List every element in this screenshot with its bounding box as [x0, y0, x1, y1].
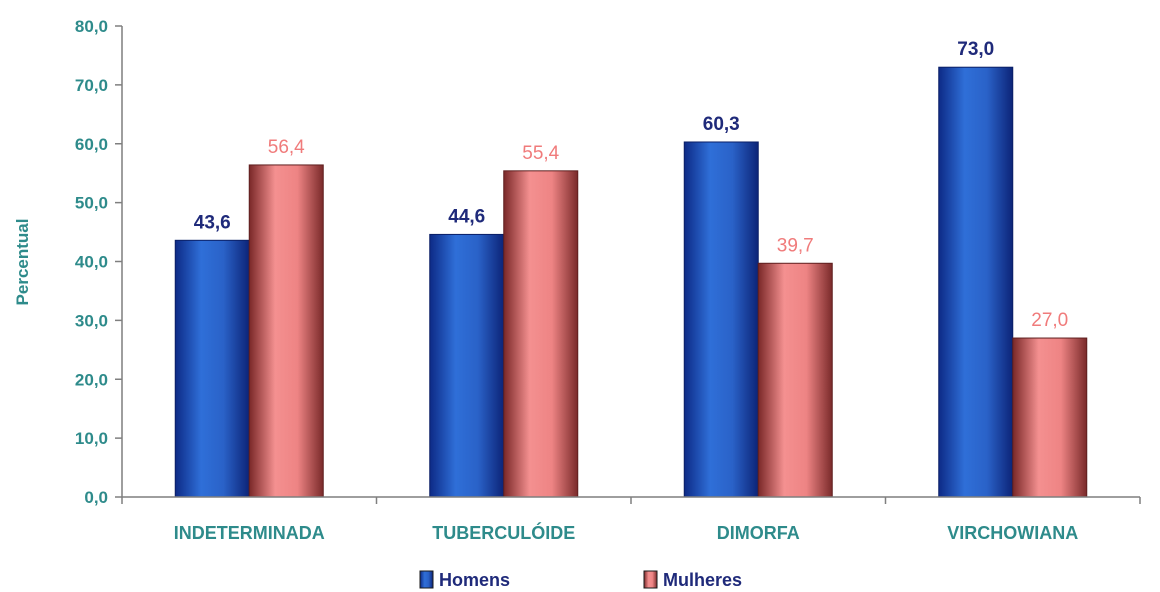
- y-axis: 0,0 10,0 20,0 30,0 40,0 50,0 60,0 70,0 80,0: [75, 17, 123, 507]
- data-label: 56,4: [268, 137, 305, 158]
- data-label: 60,3: [703, 114, 740, 135]
- data-label: 44,6: [448, 206, 485, 227]
- bar-mulheres: [757, 262, 833, 498]
- y-tick-label: 50,0: [75, 194, 108, 213]
- bar-homens: [683, 141, 759, 498]
- bar-mulheres: [1012, 337, 1088, 498]
- data-label: 39,7: [777, 235, 814, 256]
- y-tick-label: 10,0: [75, 429, 108, 448]
- y-tick-label: 20,0: [75, 370, 108, 389]
- y-tick-label: 0,0: [84, 488, 108, 507]
- data-label: 73,0: [957, 39, 994, 60]
- legend-label-homens: Homens: [439, 570, 510, 590]
- bar-mulheres: [503, 170, 579, 498]
- bar-homens: [429, 233, 505, 498]
- data-label: 43,6: [194, 212, 231, 233]
- y-tick-label: 60,0: [75, 135, 108, 154]
- y-tick-label: 40,0: [75, 253, 108, 272]
- x-category-label: INDETERMINADA: [174, 523, 325, 543]
- x-category-label: DIMORFA: [717, 523, 800, 543]
- x-axis: INDETERMINADA TUBERCULÓIDE DIMORFA VIRCHOWI…: [121, 496, 1141, 543]
- legend-swatch-homens: [419, 570, 434, 589]
- data-label: 27,0: [1031, 310, 1068, 331]
- bar-mulheres: [248, 164, 324, 498]
- y-tick-label: 80,0: [75, 17, 108, 36]
- x-category-label: TUBERCULÓIDE: [432, 522, 575, 543]
- bar-homens: [174, 239, 250, 498]
- data-label: 55,4: [522, 143, 559, 164]
- y-axis-label: Percentual: [13, 219, 32, 306]
- legend: Homens Mulheres: [419, 570, 742, 590]
- legend-swatch-mulheres: [643, 570, 658, 589]
- y-tick-label: 30,0: [75, 311, 108, 330]
- y-tick-label: 70,0: [75, 76, 108, 95]
- legend-label-mulheres: Mulheres: [663, 570, 742, 590]
- bar-homens: [938, 66, 1014, 498]
- bars: 43,6 56,4 44,6 55,4 60,3 39,7 73,0 27,0: [174, 39, 1088, 498]
- x-category-label: VIRCHOWIANA: [947, 523, 1078, 543]
